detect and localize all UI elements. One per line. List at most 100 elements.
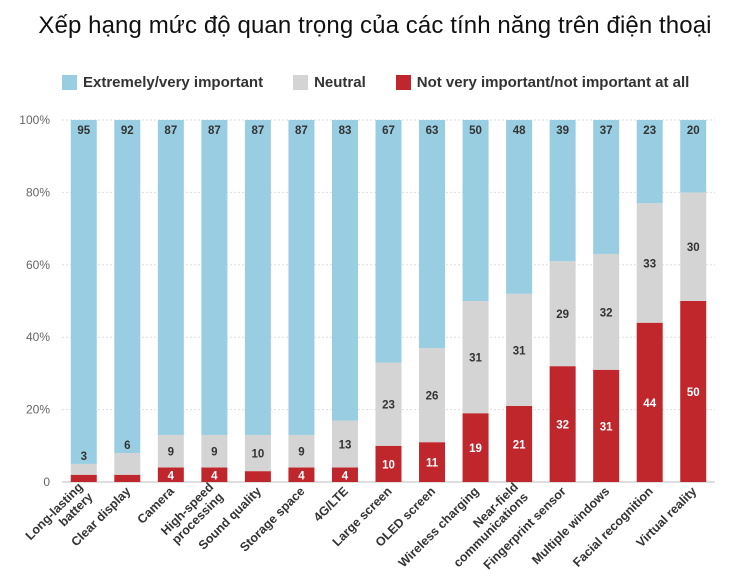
data-label: 26: [426, 391, 439, 403]
data-label: 87: [208, 125, 221, 137]
legend-item-important: Extremely/very important: [62, 74, 263, 91]
bar-segment: [288, 467, 315, 482]
data-label: 83: [339, 125, 352, 137]
data-label: 3: [81, 451, 87, 463]
bar-segment: [288, 120, 315, 435]
data-label: 92: [121, 125, 134, 137]
y-axis-ticks: 0 20% 40% 60% 80% 100%: [19, 113, 50, 489]
bar-segment: [157, 120, 184, 435]
data-label: 4: [298, 470, 305, 482]
y-tick-label: 100%: [19, 113, 50, 127]
data-label: 33: [643, 258, 656, 270]
legend-swatch-important: [62, 74, 77, 90]
data-label: 31: [513, 345, 526, 357]
bar-segment: [244, 120, 271, 435]
legend-item-neutral: Neutral: [293, 74, 366, 91]
data-label: 44: [643, 398, 656, 410]
x-tick-label: Multiple windows: [529, 484, 612, 567]
legend-label-neutral: Neutral: [314, 73, 366, 91]
data-label: 21: [513, 439, 526, 451]
y-tick-label: 20%: [26, 403, 50, 417]
data-label: 48: [513, 125, 526, 137]
data-label: 23: [643, 125, 656, 137]
bar-segment: [201, 434, 228, 468]
data-label: 9: [211, 447, 217, 459]
data-label: 9: [168, 447, 174, 459]
data-label: 37: [600, 125, 613, 137]
bar-segment: [114, 453, 141, 475]
bar-segment: [244, 471, 271, 482]
legend-label-important: Extremely/very important: [83, 73, 264, 91]
data-label: 50: [469, 125, 482, 137]
data-label: 10: [382, 459, 395, 471]
bar-segment: [331, 120, 358, 421]
bar-segment: [114, 474, 141, 482]
bar-segment: [506, 120, 533, 294]
data-label: 32: [556, 420, 569, 432]
data-label: 32: [600, 307, 613, 319]
bar-segment: [636, 322, 663, 482]
data-label: 19: [469, 443, 482, 455]
y-tick-label: 60%: [26, 258, 50, 272]
data-label: 4: [211, 470, 218, 482]
bar-segment: [331, 467, 358, 482]
legend-item-not-important: Not very important/not important at all: [395, 73, 690, 91]
legend: Extremely/very important Neutral Not ver…: [62, 72, 689, 92]
bar-segment: [462, 120, 489, 301]
bar-segment: [201, 467, 228, 482]
data-label: 50: [687, 387, 700, 399]
legend-label-not-important: Not very important/not important at all: [416, 73, 690, 91]
data-label: 9: [298, 447, 304, 459]
x-tick-label-text: 4G/LTE: [311, 484, 351, 524]
data-label: 95: [77, 125, 90, 137]
y-tick-label: 80%: [26, 185, 50, 199]
bar-segment: [636, 120, 663, 204]
data-label: 30: [687, 242, 700, 254]
bar-segment: [419, 442, 446, 482]
bar-segment: [157, 467, 184, 482]
x-tick-label: Facial recognition: [570, 484, 656, 570]
bar-segment: [375, 362, 402, 446]
data-label: 20: [687, 125, 700, 137]
data-label: 87: [164, 125, 177, 137]
legend-swatch-not-important: [395, 74, 411, 90]
y-tick-label: 0: [43, 475, 50, 489]
bar-segment: [680, 301, 707, 482]
data-label: 29: [556, 309, 569, 321]
data-label: 31: [600, 421, 613, 433]
data-label: 11: [426, 458, 439, 470]
bars: [70, 120, 707, 482]
bar-segment: [331, 420, 358, 468]
bar-segment: [114, 120, 141, 454]
data-label: 67: [382, 125, 395, 137]
bar-segment: [462, 301, 489, 414]
data-label: 4: [168, 470, 175, 482]
x-tick-label-text: Facial recognition: [570, 484, 656, 570]
x-tick-label: 4G/LTE: [311, 484, 351, 524]
data-label: 10: [252, 449, 265, 461]
bar-segment: [419, 120, 446, 349]
data-labels: 3 95 6 92 4 9 87 4 9 87 10 87 4 9 87 4 13 83 10 23 67 11 26 63 1…: [77, 125, 699, 482]
bar-segment: [375, 445, 402, 482]
data-label: 23: [382, 400, 395, 412]
bar-segment: [506, 405, 533, 482]
legend-swatch-neutral: [293, 74, 309, 90]
bar-segment: [549, 120, 576, 262]
bar-segment: [157, 434, 184, 468]
bar-segment: [288, 434, 315, 468]
data-label: 63: [426, 125, 439, 137]
data-label: 87: [295, 125, 308, 137]
bar-segment: [70, 463, 97, 475]
data-label: 87: [252, 125, 265, 137]
data-label: 31: [469, 353, 482, 365]
bar-segment: [549, 261, 576, 367]
x-tick-label-line: Multiple windows: [529, 484, 612, 567]
bar-segment: [549, 366, 576, 482]
chart-title: Xếp hạng mức độ quan trọng của các tính …: [38, 12, 712, 39]
bar-segment: [70, 474, 97, 482]
data-label: 4: [342, 470, 349, 482]
bar-segment: [70, 120, 97, 464]
